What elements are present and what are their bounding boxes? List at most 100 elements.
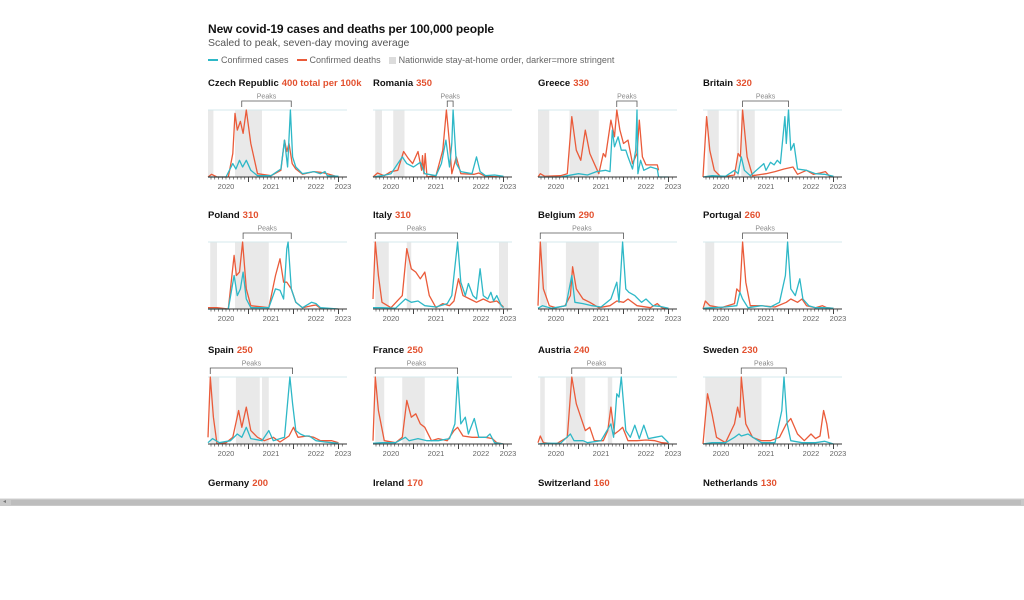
- country-name: Italy: [373, 210, 393, 221]
- legend-lockdown-label: Nationwide stay-at-home order, darker=mo…: [398, 55, 615, 65]
- x-tick-label: 2022: [473, 449, 490, 458]
- country-panel: Belgium 290 Peaks 2020 2021 2022 2023: [537, 210, 688, 332]
- panel-title: Britain 320: [703, 78, 752, 89]
- lockdown-band: [262, 377, 269, 444]
- lockdown-band: [736, 110, 739, 177]
- x-tick-label: 2022: [803, 449, 820, 458]
- country-total: 160: [593, 478, 610, 489]
- scroll-left-arrow-icon[interactable]: ◂: [3, 499, 7, 505]
- cases-line: [538, 109, 669, 178]
- country-total: 350: [416, 78, 432, 89]
- x-tick-label: 2021: [263, 449, 280, 458]
- deaths-line: [372, 109, 504, 178]
- country-chart: Peaks: [589, 499, 609, 506]
- country-name: Switzerland: [538, 478, 591, 489]
- lockdown-band: [569, 110, 599, 177]
- peaks-bracket: [209, 367, 293, 374]
- x-tick-label: 2023: [500, 314, 517, 323]
- deaths-line: [207, 109, 339, 178]
- x-tick-label: 2021: [593, 182, 610, 191]
- peaks-bracket: [374, 367, 458, 374]
- peaks-bracket: [616, 100, 638, 107]
- peaks-label: Peaks: [440, 94, 460, 101]
- panel-title: Italy 310: [373, 210, 411, 221]
- x-tick-label: 2020: [713, 314, 730, 323]
- panel-title: Romania 350: [373, 78, 432, 89]
- legend-cases-label: Confirmed cases: [221, 55, 289, 65]
- cases-swatch-icon: [208, 59, 218, 61]
- lockdown-band: [393, 110, 405, 177]
- deaths-line: [537, 376, 669, 445]
- x-tick-label: 2022: [308, 314, 325, 323]
- x-tick-label: 2020: [713, 182, 730, 191]
- deaths-line: [208, 241, 339, 310]
- country-chart: Peaks 2020 2021 2022 2023: [207, 94, 352, 191]
- x-tick-label: 2021: [593, 449, 610, 458]
- country-panel: Czech Republic 400 total per 100k Peaks 202…: [207, 78, 362, 200]
- peaks-label: Peaks: [587, 361, 607, 368]
- panel-title: Belgium 290: [538, 210, 594, 221]
- lockdown-band: [538, 110, 550, 177]
- lockdown-band: [406, 242, 412, 309]
- panel-title: Spain 250: [208, 345, 253, 356]
- x-tick-label: 2021: [428, 449, 445, 458]
- country-name: Belgium: [538, 210, 576, 221]
- x-tick-label: 2023: [335, 182, 352, 191]
- cases-line: [372, 376, 504, 445]
- country-panel: Italy 310 Peaks 2020 2021 2022 2023: [372, 210, 523, 332]
- lockdown-band: [235, 110, 262, 177]
- deaths-line: [372, 376, 504, 445]
- horizontal-scrollbar[interactable]: ◂: [0, 498, 1024, 506]
- country-name: Poland: [208, 210, 240, 221]
- lockdown-band: [208, 110, 214, 177]
- country-total: 400 total per 100k: [281, 78, 362, 89]
- panel-title: Portugal 260: [703, 210, 760, 221]
- country-panel: France 250 Peaks 2020 2021 2022 2023: [372, 345, 523, 467]
- deaths-line: [702, 376, 830, 445]
- scrollbar-thumb[interactable]: [11, 500, 1021, 505]
- lockdown-band: [210, 377, 220, 444]
- x-tick-label: 2020: [548, 182, 565, 191]
- x-tick-label: 2020: [383, 182, 400, 191]
- country-panel: Austria 240 Peaks 2020 2021 2022 2023: [537, 345, 688, 467]
- country-total: 310: [242, 210, 259, 221]
- x-tick-label: 2021: [758, 449, 775, 458]
- country-total: 250: [236, 345, 253, 356]
- peaks-label: Peaks: [407, 226, 427, 233]
- deaths-line: [537, 109, 660, 178]
- panel-title: Germany 200: [208, 478, 268, 489]
- x-tick-label: 2022: [638, 182, 655, 191]
- peaks-bracket: [241, 100, 292, 107]
- country-total: 250: [407, 345, 424, 356]
- x-tick-label: 2022: [638, 449, 655, 458]
- country-total: 260: [744, 210, 761, 221]
- deaths-line: [537, 241, 669, 309]
- peaks-bracket: [374, 232, 458, 239]
- peaks-label: Peaks: [242, 361, 262, 368]
- country-name: Austria: [538, 345, 571, 356]
- peaks-bracket: [742, 232, 788, 239]
- x-tick-label: 2020: [383, 314, 400, 323]
- peaks-label: Peaks: [257, 94, 277, 101]
- panel-title: France 250: [373, 345, 423, 356]
- lockdown-band: [235, 377, 260, 444]
- lockdown-band: [235, 242, 269, 309]
- legend-deaths: Confirmed deaths: [296, 55, 381, 65]
- lockdown-band: [540, 242, 547, 309]
- panel-title: Austria 240: [538, 345, 590, 356]
- deaths-swatch-icon: [296, 59, 307, 61]
- lockdown-band: [499, 242, 508, 309]
- x-tick-label: 2020: [218, 449, 235, 458]
- x-tick-label: 2023: [335, 449, 352, 458]
- country-chart: Peaks 2020 2021 2022 2023: [372, 361, 516, 458]
- country-name: Britain: [703, 78, 734, 89]
- country-name: Czech Republic: [208, 78, 279, 89]
- country-total: 310: [395, 210, 411, 221]
- country-chart: Peaks 2020 2021 2022 2023: [207, 361, 352, 458]
- x-tick-label: 2023: [830, 449, 847, 458]
- country-chart: Peaks 2020 2021 2022 2023: [702, 361, 847, 458]
- country-total: 320: [736, 78, 752, 89]
